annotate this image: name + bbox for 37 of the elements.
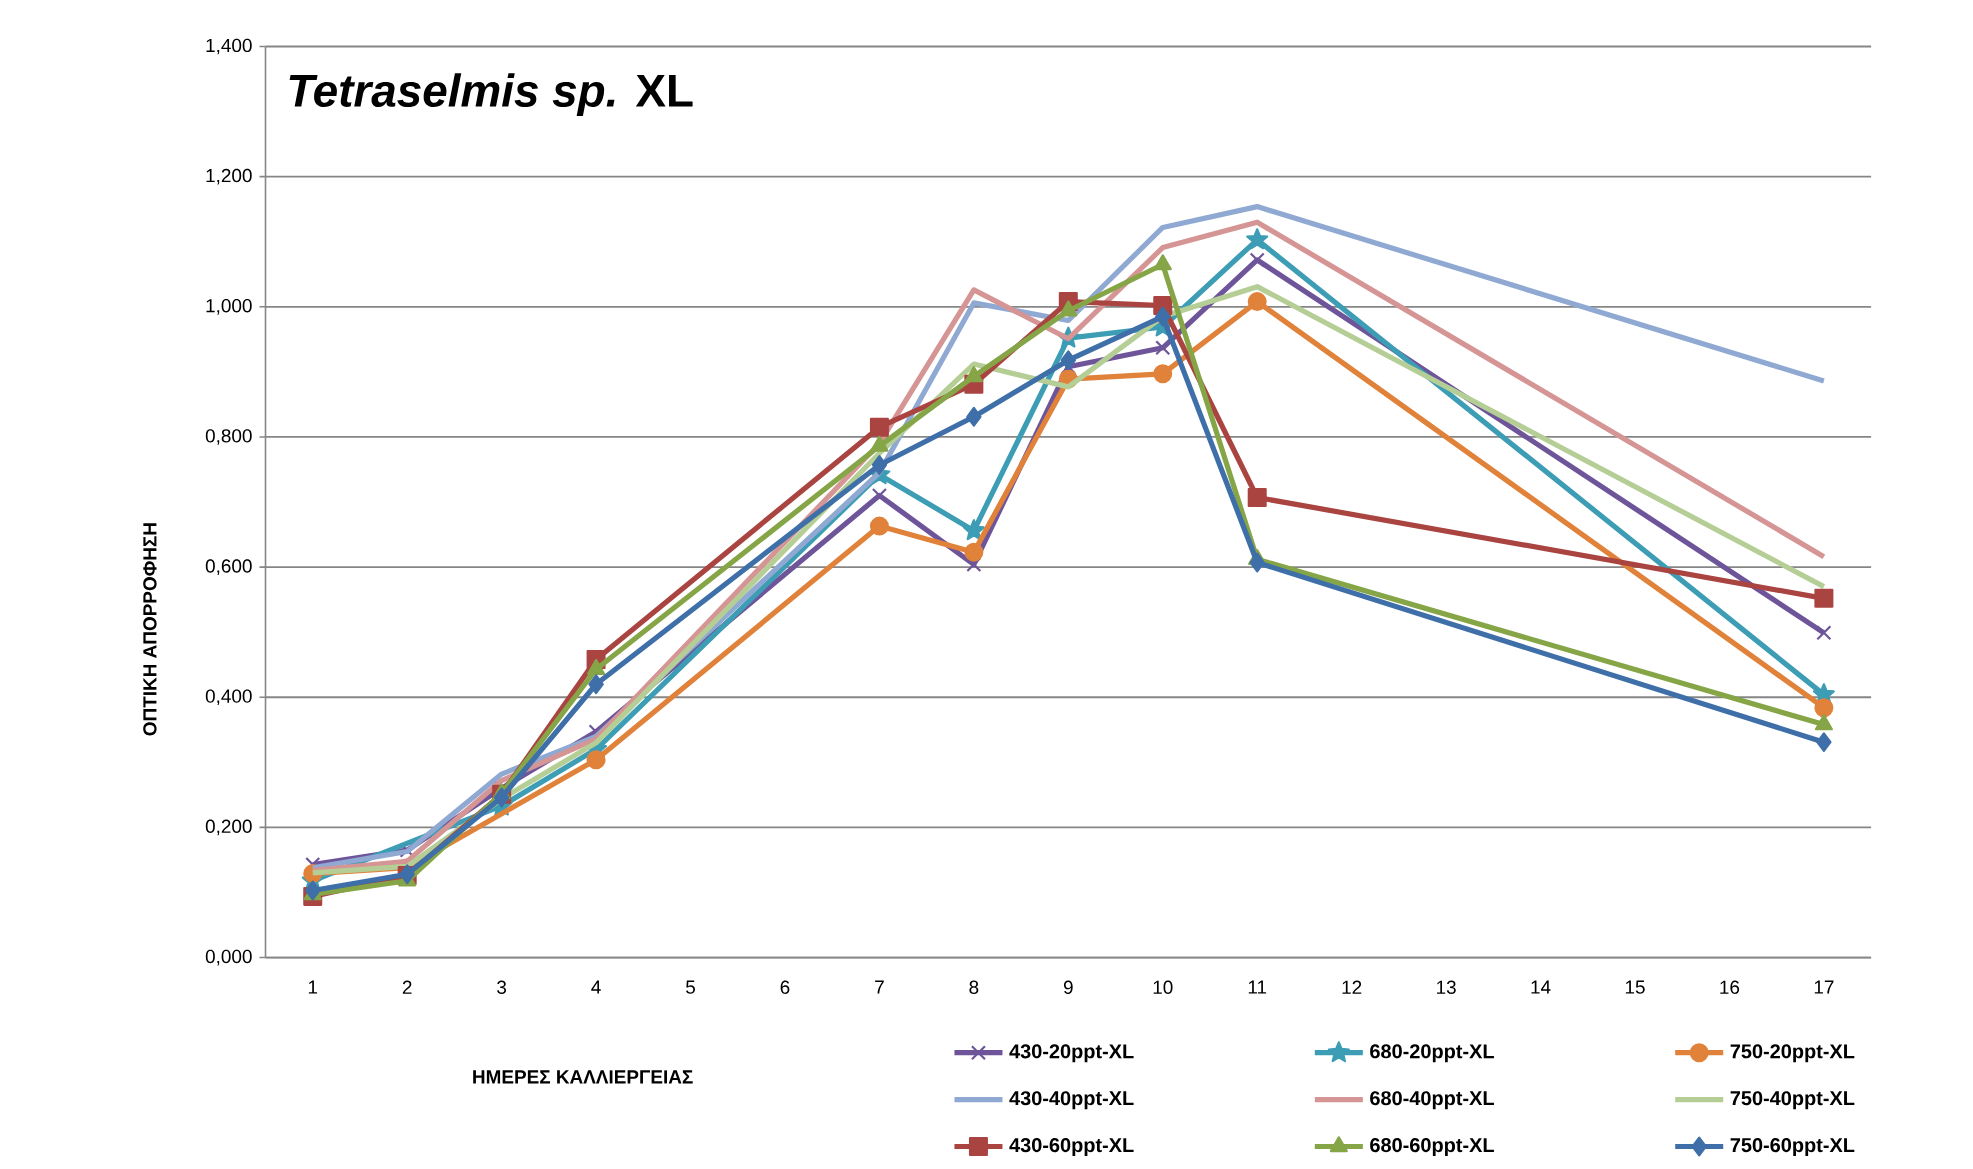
x-tick-label: 6 (780, 980, 790, 995)
legend-label: 430-20ppt-XL (1009, 1044, 1134, 1063)
legend-label: 430-60ppt-XL (1009, 1138, 1134, 1157)
y-tick-label: 0,600 (205, 559, 252, 575)
y-tick-label: 1,400 (206, 38, 252, 55)
x-tick-label: 8 (969, 980, 979, 995)
y-tick-label: 1,200 (206, 168, 252, 185)
text: Tetraselmis sp. XL (289, 73, 693, 117)
legend-label: 750-60ppt-XL (1730, 1138, 1855, 1157)
x-tick-label: 4 (591, 980, 601, 994)
x-axis-title: ΗΜΕΡΕΣ ΚΑΛΛΙΕΡΓΕΙΑΣ (473, 1070, 693, 1084)
x-tick-label: 1 (308, 980, 318, 994)
x-tick-label: 9 (1063, 980, 1073, 995)
y-tick-label: 1,000 (206, 299, 252, 315)
y-axis-title: ΟΠΤΙΚΗ ΑΠΟΡΡΟΦΗΣΗ (143, 523, 157, 736)
x-tick-label: 7 (875, 980, 884, 994)
x-tick-label: 15 (1625, 980, 1645, 994)
legend-label: 750-40ppt-XL (1730, 1091, 1855, 1110)
y-tick-label: 0,200 (205, 819, 252, 836)
legend-label: 430-40ppt-XL (1009, 1091, 1134, 1110)
y-tick-label: 0,800 (205, 429, 252, 445)
legend-label: 680-60ppt-XL (1370, 1138, 1494, 1157)
legend-label: 750-20ppt-XL (1730, 1044, 1855, 1063)
x-tick-label: 14 (1531, 980, 1551, 994)
y-tick-label: 0,400 (205, 689, 252, 706)
x-tick-label: 5 (686, 980, 696, 994)
x-tick-label: 16 (1720, 980, 1740, 995)
x-tick-label: 10 (1153, 980, 1173, 995)
x-tick-label: 13 (1437, 980, 1456, 995)
x-tick-label: 17 (1814, 980, 1834, 994)
y-tick-label: 0,000 (205, 949, 252, 966)
x-tick-label: 11 (1248, 980, 1267, 994)
legend-label: 680-40ppt-XL (1370, 1091, 1494, 1110)
x-tick-label: 12 (1342, 980, 1362, 994)
x-tick-label: 3 (497, 980, 507, 995)
x-tick-label: 2 (402, 980, 412, 994)
legend-label: 680-20ppt-XL (1370, 1044, 1494, 1063)
